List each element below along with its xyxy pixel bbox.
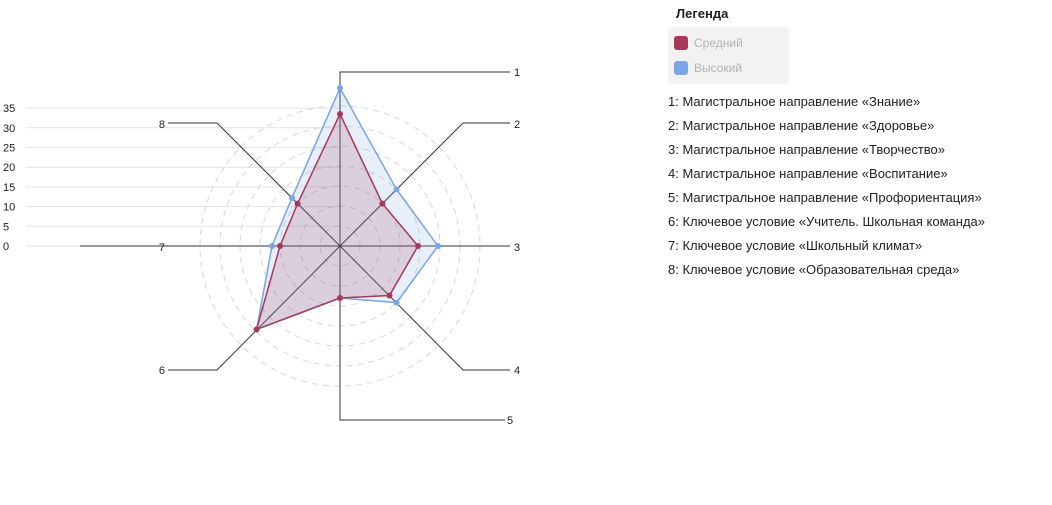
- legend-swatch-high: [674, 60, 688, 75]
- radar-chart-svg: 0 5 10 15 20 25 30 35 1 2 3 4 5 6 7 8: [3, 67, 520, 427]
- radar-chart: 0 5 10 15 20 25 30 35 1 2 3 4 5 6 7 8: [3, 67, 520, 427]
- legend-series-box: Средний Высокий: [668, 27, 789, 84]
- axis-label: 5: [507, 415, 513, 427]
- axis-description-1: 1: Магистральное направление «Знание»: [668, 94, 921, 109]
- data-point: [253, 326, 260, 333]
- data-point: [379, 200, 386, 207]
- axis-description-5: 5: Магистральное направление «Профориент…: [668, 190, 982, 205]
- legend: Легенда Средний Высокий 1: Магистральное…: [668, 6, 1048, 282]
- axis-spoke: [168, 245, 341, 371]
- data-point: [288, 194, 295, 201]
- axis-label: 1: [514, 67, 520, 79]
- axis-label: 4: [514, 365, 520, 377]
- data-point: [337, 85, 343, 91]
- legend-label-high: Высокий: [694, 60, 743, 75]
- scale-tick-label: 35: [3, 103, 15, 115]
- axis-label: 2: [514, 119, 520, 131]
- data-point: [269, 243, 275, 249]
- data-point: [386, 292, 393, 299]
- data-point: [393, 186, 400, 193]
- scale-tick-label: 20: [3, 162, 15, 174]
- axis-description-list: 1: Магистральное направление «Знание» 2:…: [668, 90, 1048, 282]
- axis-label: 3: [514, 242, 520, 254]
- scale-tick-label: 0: [3, 241, 9, 253]
- axis-description-2: 2: Магистральное направление «Здоровье»: [668, 118, 935, 133]
- axis-spoke: [339, 245, 510, 371]
- scale-tick-label: 5: [3, 221, 9, 233]
- scale-tick-label: 25: [3, 143, 15, 155]
- data-point: [435, 243, 441, 249]
- data-point: [415, 243, 421, 249]
- axis-description-3: 3: Магистральное направление «Творчество…: [668, 142, 946, 157]
- axis-description-6: 6: Ключевое условие «Учитель. Школьная к…: [668, 214, 986, 229]
- legend-entry-avg[interactable]: Средний: [668, 30, 789, 55]
- axis-spoke: [339, 71, 510, 246]
- legend-title: Легенда: [676, 6, 729, 21]
- axis-label: 8: [159, 119, 165, 131]
- axis-description-4: 4: Магистральное направление «Воспитание…: [668, 166, 948, 181]
- data-point: [277, 243, 283, 249]
- axis-description-7: 7: Ключевое условие «Школьный климат»: [668, 238, 923, 253]
- data-point: [337, 111, 343, 117]
- axis-description-8: 8: Ключевое условие «Образовательная сре…: [668, 262, 960, 277]
- axis-spoke: [339, 246, 505, 421]
- legend-label-avg: Средний: [694, 35, 743, 50]
- legend-swatch-avg: [674, 35, 688, 50]
- axis-label: 6: [159, 365, 165, 377]
- data-point: [294, 200, 301, 207]
- scale-tick-label: 15: [3, 182, 15, 194]
- legend-entry-high[interactable]: Высокий: [668, 55, 789, 80]
- data-point: [393, 299, 400, 306]
- data-point: [337, 295, 343, 301]
- axis-label: 7: [159, 242, 165, 254]
- scale-tick-label: 10: [3, 202, 15, 214]
- scale-tick-label: 30: [3, 123, 15, 135]
